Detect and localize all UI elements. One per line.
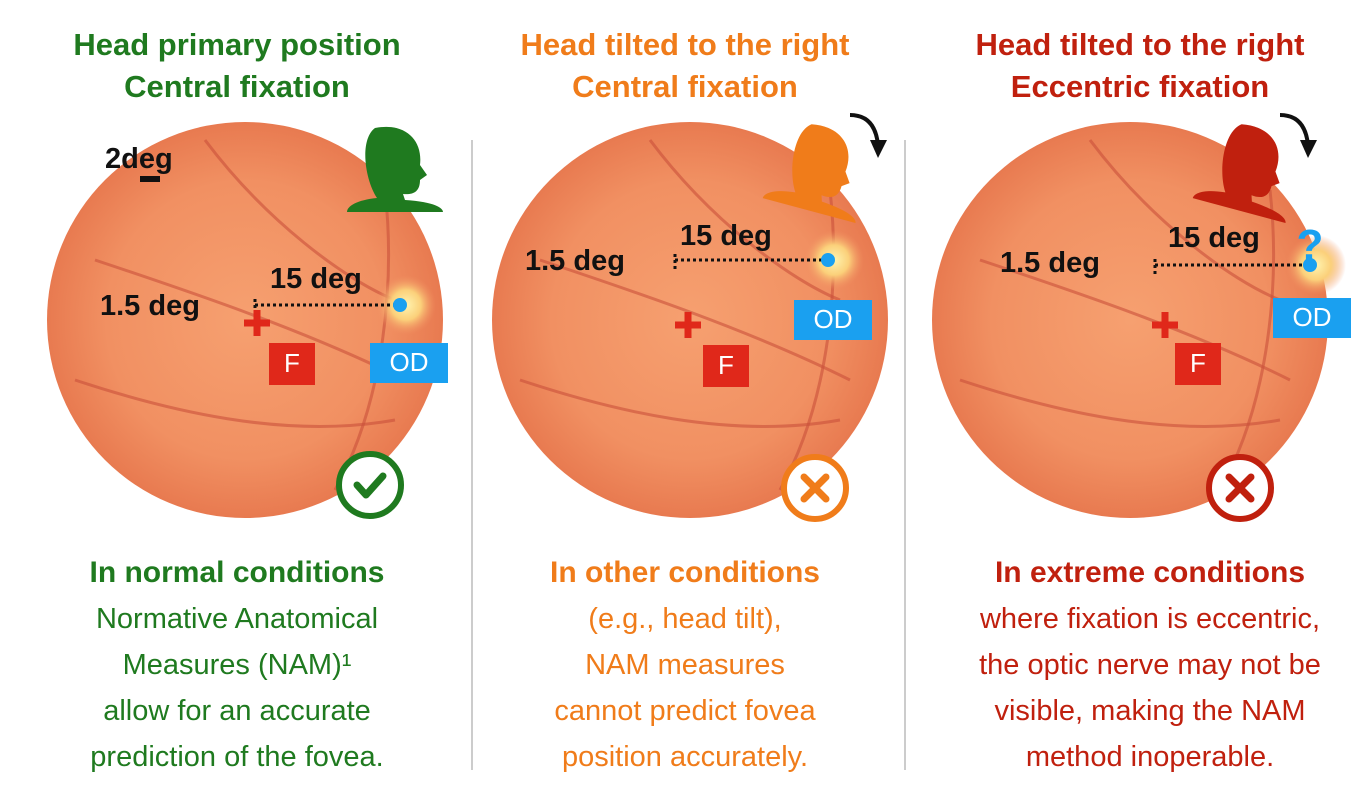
- caption-line: Measures (NAM)¹: [123, 649, 352, 681]
- disc-label: OD: [390, 347, 429, 377]
- fovea-label: F: [1190, 348, 1206, 378]
- caption-heading: In normal conditions: [89, 556, 384, 589]
- caption-line: prediction of the fovea.: [90, 741, 383, 773]
- caption-heading: In extreme conditions: [995, 556, 1305, 589]
- caption-line: cannot predict fovea: [554, 695, 816, 727]
- page: {"panels":[ {"title":["Head primary posi…: [0, 0, 1367, 787]
- distance-label: 15 deg: [270, 263, 362, 295]
- caption-line: (e.g., head tilt),: [588, 603, 781, 635]
- figure: Head primary position Central fixation 2de…: [0, 0, 1367, 787]
- caption-line: the optic nerve may not be: [979, 649, 1321, 681]
- caption-line: visible, making the NAM: [994, 695, 1305, 727]
- disc-label: OD: [1293, 302, 1332, 332]
- caption-line: Normative Anatomical: [96, 603, 378, 635]
- scale-label: 2deg: [105, 143, 173, 175]
- distance-label: 15 deg: [680, 220, 772, 252]
- panel-title: Eccentric fixation: [1011, 69, 1269, 104]
- distance-label: 1.5 deg: [525, 245, 625, 277]
- distance-label: 15 deg: [1168, 222, 1260, 254]
- fovea-label: F: [718, 350, 734, 380]
- caption-heading: In other conditions: [550, 556, 820, 589]
- unknown-mark: ?: [1297, 221, 1324, 270]
- caption-line: allow for an accurate: [103, 695, 371, 727]
- caption-line: NAM measures: [585, 649, 785, 681]
- disc-label: OD: [814, 304, 853, 334]
- status-ring: [339, 454, 401, 516]
- panel-title: Head tilted to the right: [521, 27, 850, 62]
- arrow-head: [1300, 140, 1317, 158]
- caption-line: where fixation is eccentric,: [979, 603, 1320, 635]
- scale-bar: [140, 176, 160, 182]
- disc-point: [821, 253, 835, 267]
- panel-title: Head primary position: [73, 27, 400, 62]
- caption-line: method inoperable.: [1026, 741, 1274, 773]
- fovea-label: F: [284, 348, 300, 378]
- panel-title: Central fixation: [124, 69, 350, 104]
- disc-point: [393, 298, 407, 312]
- panel-title: Central fixation: [572, 69, 798, 104]
- distance-label: 1.5 deg: [100, 290, 200, 322]
- panel-title: Head tilted to the right: [976, 27, 1305, 62]
- distance-label: 1.5 deg: [1000, 247, 1100, 279]
- caption-line: position accurately.: [562, 741, 808, 773]
- arrow-head: [870, 140, 887, 158]
